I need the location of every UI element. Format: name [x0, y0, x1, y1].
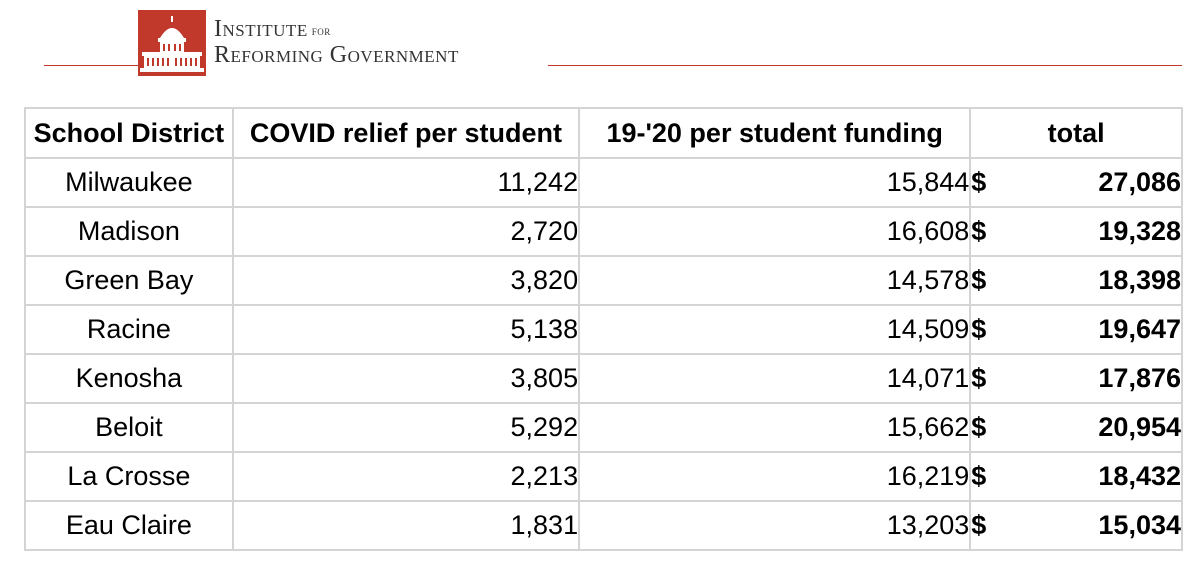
cell-district: Green Bay [24, 255, 234, 306]
currency-symbol: $ [971, 412, 987, 442]
cell-per-student-funding: 14,509 [578, 304, 972, 355]
logo-word-reforming: Reforming [214, 42, 324, 68]
table-row: La Crosse 2,213 16,219 $18,432 [24, 451, 1183, 502]
table-row: Racine 5,138 14,509 $19,647 [24, 304, 1183, 355]
header: Institute for Reforming Government [0, 0, 1200, 80]
cell-total: $17,876 [969, 353, 1183, 404]
currency-symbol: $ [971, 461, 987, 491]
table-row: Kenosha 3,805 14,071 $17,876 [24, 353, 1183, 404]
total-value: 18,398 [1098, 265, 1181, 295]
cell-covid-relief: 5,138 [231, 304, 581, 355]
cell-per-student-funding: 15,844 [578, 157, 972, 208]
cell-total: $18,432 [969, 451, 1183, 502]
cell-covid-relief: 2,213 [231, 451, 581, 502]
cell-covid-relief: 1,831 [231, 500, 581, 551]
currency-symbol: $ [971, 363, 987, 393]
cell-covid-relief: 3,805 [231, 353, 581, 404]
logo-wordmark: Institute for Reforming Government [214, 17, 459, 67]
header-covid-relief: COVID relief per student [231, 107, 581, 159]
cell-covid-relief: 11,242 [231, 157, 581, 208]
cell-covid-relief: 5,292 [231, 402, 581, 453]
header-rule-right [548, 65, 1182, 66]
total-wrap: $27,086 [971, 167, 1181, 198]
total-value: 20,954 [1098, 412, 1181, 442]
cell-total: $15,034 [969, 500, 1183, 551]
cell-per-student-funding: 15,662 [578, 402, 972, 453]
cell-total: $20,954 [969, 402, 1183, 453]
cell-district: Racine [24, 304, 234, 355]
currency-symbol: $ [971, 216, 987, 246]
total-value: 18,432 [1098, 461, 1181, 491]
cell-per-student-funding: 16,608 [578, 206, 972, 257]
header-per-student-funding: 19-'20 per student funding [578, 107, 972, 159]
cell-district: Madison [24, 206, 234, 257]
total-wrap: $18,432 [971, 461, 1181, 492]
cell-district: Beloit [24, 402, 234, 453]
cell-per-student-funding: 14,071 [578, 353, 972, 404]
logo-word-institute: Institute [214, 16, 308, 42]
cell-covid-relief: 3,820 [231, 255, 581, 306]
currency-symbol: $ [971, 167, 987, 197]
cell-total: $19,647 [969, 304, 1183, 355]
total-wrap: $15,034 [971, 510, 1181, 541]
table-row: Milwaukee 11,242 15,844 $27,086 [24, 157, 1183, 208]
currency-symbol: $ [971, 510, 987, 540]
cell-per-student-funding: 16,219 [578, 451, 972, 502]
cell-total: $27,086 [969, 157, 1183, 208]
cell-district: Eau Claire [24, 500, 234, 551]
header-total: total [969, 107, 1183, 159]
table-row: Beloit 5,292 15,662 $20,954 [24, 402, 1183, 453]
cell-district: Kenosha [24, 353, 234, 404]
total-wrap: $17,876 [971, 363, 1181, 394]
funding-table: School District COVID relief per student… [24, 107, 1183, 551]
table-row: Madison 2,720 16,608 $19,328 [24, 206, 1183, 257]
total-value: 19,328 [1098, 216, 1181, 246]
cell-covid-relief: 2,720 [231, 206, 581, 257]
table-row: Green Bay 3,820 14,578 $18,398 [24, 255, 1183, 306]
logo-word-for: for [311, 23, 331, 38]
cell-per-student-funding: 13,203 [578, 500, 972, 551]
currency-symbol: $ [971, 265, 987, 295]
cell-per-student-funding: 14,578 [578, 255, 972, 306]
cell-total: $19,328 [969, 206, 1183, 257]
cell-district: Milwaukee [24, 157, 234, 208]
capitol-building-icon [138, 10, 206, 76]
total-wrap: $20,954 [971, 412, 1181, 443]
cell-district: La Crosse [24, 451, 234, 502]
total-wrap: $19,328 [971, 216, 1181, 247]
currency-symbol: $ [971, 314, 987, 344]
total-wrap: $18,398 [971, 265, 1181, 296]
table-row: Eau Claire 1,831 13,203 $15,034 [24, 500, 1183, 551]
total-wrap: $19,647 [971, 314, 1181, 345]
total-value: 27,086 [1098, 167, 1181, 197]
table-header-row: School District COVID relief per student… [24, 107, 1183, 159]
total-value: 15,034 [1098, 510, 1181, 540]
header-rule-left [44, 65, 138, 66]
total-value: 19,647 [1098, 314, 1181, 344]
header-school-district: School District [24, 107, 234, 159]
cell-total: $18,398 [969, 255, 1183, 306]
logo-word-government: Government [329, 42, 459, 68]
total-value: 17,876 [1098, 363, 1181, 393]
